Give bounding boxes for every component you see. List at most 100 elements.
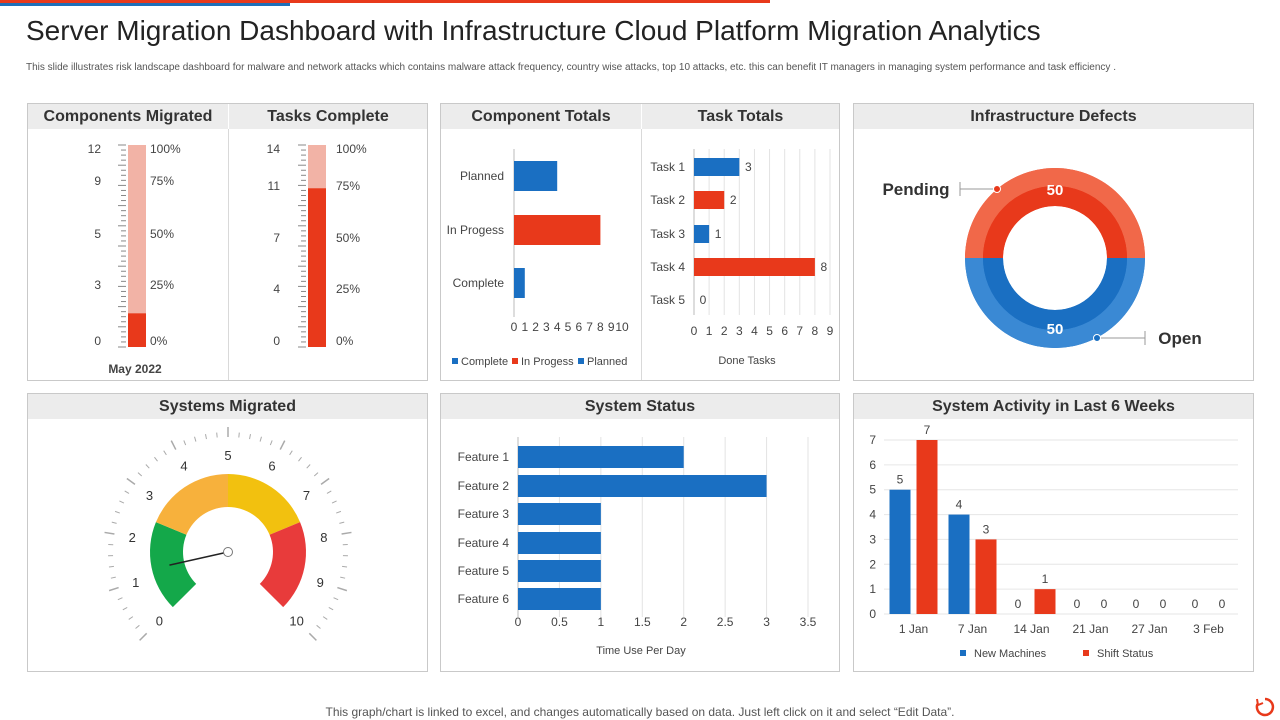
category-label: Feature 6 — [458, 592, 510, 606]
x-tick-label: 10 — [615, 320, 629, 334]
category-label: Feature 4 — [458, 536, 510, 550]
x-tick-label: 2.5 — [717, 615, 734, 629]
x-tick-label: 4 — [751, 324, 758, 338]
gauge-tick — [110, 576, 116, 579]
system-status-chart: 0 0.5 1 1.5 2 2.5 3 3.5 Feature 1 Feature 2 Featur… — [458, 437, 817, 657]
gauge-tick — [339, 521, 345, 524]
donut-value-label: 50 — [1047, 321, 1064, 338]
bar — [518, 503, 601, 525]
x-tick-label: 8 — [812, 324, 819, 338]
thermo-xlabel: May 2022 — [108, 362, 162, 376]
bar — [694, 158, 740, 176]
gauge-tick — [313, 472, 319, 477]
page-title: Server Migration Dashboard with Infrastr… — [26, 15, 1041, 46]
x-tick-label: 9 — [827, 324, 834, 338]
x-tick-label: 14 Jan — [1013, 622, 1049, 636]
legend-label: Complete — [461, 356, 508, 368]
data-label: 7 — [924, 423, 931, 437]
thermo-right-tick: 50% — [150, 227, 174, 241]
thermo-right-tick: 75% — [336, 179, 360, 193]
gauge-tick — [316, 624, 321, 629]
legend-swatch — [1083, 650, 1089, 656]
gauge-tick — [341, 531, 352, 535]
gauge-tick — [322, 616, 328, 620]
thermo-right-tick: 25% — [336, 282, 360, 296]
x-tick-label: 1.5 — [634, 615, 651, 629]
gauge-tick — [269, 440, 273, 446]
thermo-left-tick: 14 — [267, 142, 281, 156]
x-tick-label: 7 — [586, 320, 593, 334]
gauge-tick — [340, 576, 346, 579]
legend-label: In Progess — [521, 356, 574, 368]
gauge-scale-label: 1 — [132, 575, 139, 590]
gauge-tick — [108, 586, 119, 592]
gauge-scale-label: 2 — [129, 530, 136, 545]
data-label: 3 — [745, 160, 752, 174]
thermo-right-tick: 75% — [150, 174, 174, 188]
gauge-scale-label: 3 — [146, 488, 153, 503]
bar — [694, 191, 725, 209]
gauge-hub — [223, 547, 233, 557]
gauge-tick — [119, 500, 125, 504]
thermo-right-tick: 25% — [150, 278, 174, 292]
legend-swatch — [512, 358, 518, 364]
gauge-tick — [145, 464, 150, 469]
legend-label: New Machines — [974, 648, 1047, 660]
bar — [514, 268, 525, 298]
data-label: 4 — [956, 498, 963, 512]
category-label: Feature 2 — [458, 479, 510, 493]
panel-migration-progress: Components Migrated Tasks Complete 12 9 5 3… — [27, 103, 428, 381]
gauge-band — [155, 474, 228, 535]
category-label: Task 3 — [650, 227, 685, 241]
x-tick-label: 7 — [796, 324, 803, 338]
gauge-tick — [139, 632, 148, 641]
bar — [1034, 589, 1056, 614]
donut-value-label: 50 — [1047, 182, 1064, 199]
infrastructure-defects-title: Infrastructure Defects — [854, 104, 1253, 129]
x-tick-label: 6 — [781, 324, 788, 338]
category-label: Task 1 — [650, 160, 685, 174]
gauge-tick — [194, 436, 197, 442]
gauge-tick — [337, 586, 348, 592]
donut-outer-ring-top — [965, 168, 1145, 258]
panel-infrastructure-defects: Infrastructure Defects 50 50 Pending Open — [853, 103, 1254, 381]
category-label: Complete — [453, 276, 505, 290]
gauge-scale-label: 5 — [224, 448, 231, 463]
gauge-tick — [124, 490, 130, 494]
bar — [889, 489, 911, 614]
gauge-tick — [259, 436, 262, 442]
systems-migrated-gauge: 0 1 2 3 4 5 6 7 8 9 10 — [104, 427, 352, 641]
legend-swatch — [578, 358, 584, 364]
x-tick-label: 0.5 — [551, 615, 568, 629]
donut-legend-label: Pending — [882, 180, 949, 199]
y-tick-label: 3 — [869, 532, 876, 546]
gauge-tick — [279, 440, 286, 450]
gauge-tick — [170, 440, 177, 450]
gauge-tick — [108, 565, 114, 568]
thermo-right-tick: 50% — [336, 231, 360, 245]
tasks-complete-title: Tasks Complete — [228, 104, 427, 129]
gauge-tick — [163, 450, 167, 456]
category-label: Feature 5 — [458, 564, 510, 578]
thermo-right-tick: 0% — [336, 334, 354, 348]
tasks-complete-chart: 14 11 7 4 0 100% 75% 50% 25% 0% — [267, 142, 367, 348]
thermo-right-tick: 0% — [150, 334, 168, 348]
data-label: 0 — [700, 293, 707, 307]
bar — [518, 446, 684, 468]
gauge-tick — [122, 606, 128, 611]
gauge-band — [259, 522, 307, 608]
thermo-left-tick: 7 — [273, 231, 280, 245]
gauge-scale-label: 4 — [180, 459, 187, 474]
gauge-scale-label: 7 — [303, 488, 310, 503]
data-label: 1 — [1042, 572, 1049, 586]
x-tick-label: 1 Jan — [899, 622, 928, 636]
gauge-tick — [333, 597, 339, 601]
refresh-logo-icon — [1255, 697, 1275, 717]
gauge-tick — [154, 456, 158, 462]
bar — [975, 539, 997, 614]
data-label: 1 — [715, 227, 722, 241]
panel-divider — [641, 129, 642, 380]
component-totals-title: Component Totals — [441, 104, 641, 129]
gauge-tick — [117, 597, 123, 601]
gauge-scale-label: 10 — [289, 614, 303, 629]
